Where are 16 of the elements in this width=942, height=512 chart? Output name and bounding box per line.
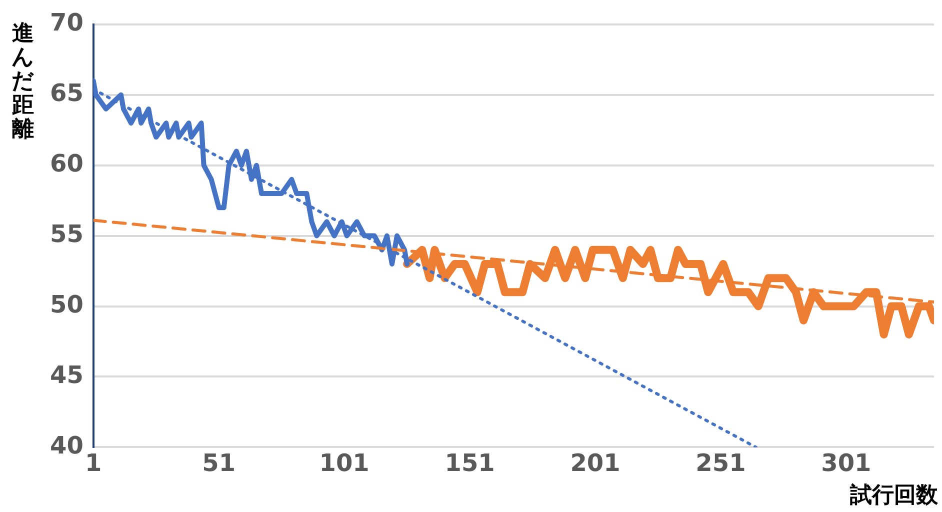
x-tick-label: 251 <box>696 448 746 477</box>
y-tick-label: 50 <box>50 290 84 318</box>
x-tick-label: 201 <box>570 448 620 477</box>
y-tick-label: 55 <box>50 220 84 248</box>
y-axis-title: 進んだ距離 <box>10 21 36 142</box>
x-tick-label: 301 <box>821 448 872 477</box>
y-tick-label: 70 <box>50 8 84 37</box>
y-tick-label: 40 <box>50 431 84 460</box>
x-tick-label: 101 <box>319 448 370 477</box>
y-tick-label: 65 <box>50 79 84 108</box>
x-axis-title: 試行回数 <box>850 482 938 510</box>
x-tick-label: 1 <box>85 448 102 477</box>
y-tick-label: 45 <box>50 360 84 389</box>
x-tick-label: 151 <box>444 448 495 477</box>
y-tick-label: 60 <box>50 150 84 178</box>
x-tick-label: 51 <box>202 448 236 477</box>
